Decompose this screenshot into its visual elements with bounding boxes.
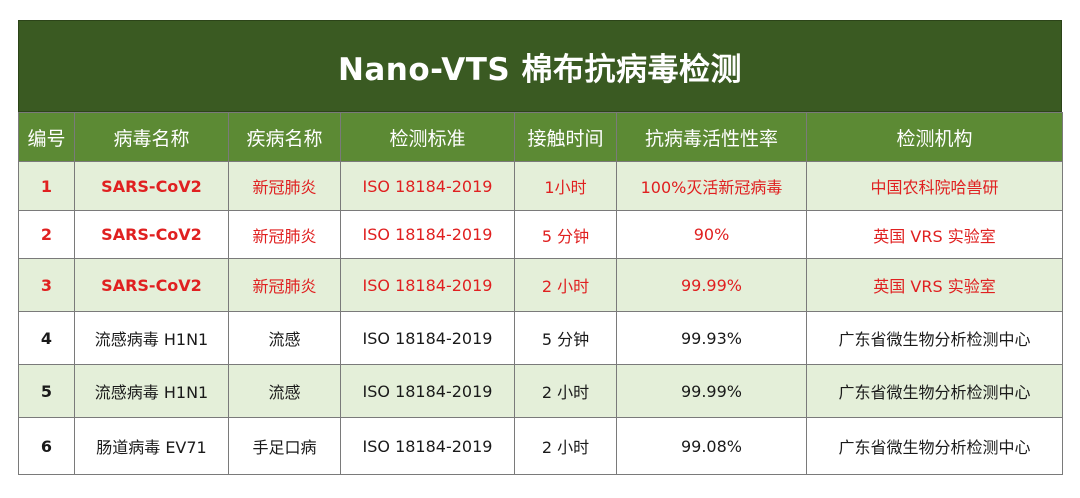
virus-test-table: 编号 病毒名称 疾病名称 检测标准 接触时间 抗病毒活性性率 检测机构 1 SA…: [18, 112, 1063, 475]
cell-id: 2: [18, 210, 75, 259]
cell-lab: 中国农科院哈兽研: [806, 161, 1063, 211]
cell-virus: 流感病毒 H1N1: [74, 364, 229, 418]
cell-virus: SARS-CoV2: [74, 161, 229, 211]
cell-id: 6: [18, 417, 75, 475]
cell-virus: 肠道病毒 EV71: [74, 417, 229, 475]
header-standard: 检测标准: [340, 112, 515, 162]
table-row: 3 SARS-CoV2 新冠肺炎 ISO 18184-2019 2 小时 99.…: [18, 258, 1063, 312]
cell-id: 1: [18, 161, 75, 211]
table-row: 2 SARS-CoV2 新冠肺炎 ISO 18184-2019 5 分钟 90%…: [18, 210, 1063, 259]
cell-time: 2 小时: [514, 258, 617, 312]
cell-lab: 英国 VRS 实验室: [806, 210, 1063, 259]
cell-time: 5 分钟: [514, 311, 617, 365]
header-rate: 抗病毒活性性率: [616, 112, 807, 162]
cell-virus: 流感病毒 H1N1: [74, 311, 229, 365]
cell-standard: ISO 18184-2019: [340, 417, 515, 475]
cell-disease: 新冠肺炎: [228, 161, 341, 211]
cell-disease: 流感: [228, 311, 341, 365]
table-row: 4 流感病毒 H1N1 流感 ISO 18184-2019 5 分钟 99.93…: [18, 311, 1063, 365]
cell-rate: 99.99%: [616, 258, 807, 312]
cell-id: 4: [18, 311, 75, 365]
header-lab: 检测机构: [806, 112, 1063, 162]
cell-virus: SARS-CoV2: [74, 210, 229, 259]
cell-disease: 流感: [228, 364, 341, 418]
header-row: 编号 病毒名称 疾病名称 检测标准 接触时间 抗病毒活性性率 检测机构: [18, 112, 1063, 162]
cell-virus: SARS-CoV2: [74, 258, 229, 312]
cell-standard: ISO 18184-2019: [340, 210, 515, 259]
cell-lab: 英国 VRS 实验室: [806, 258, 1063, 312]
cell-rate: 99.08%: [616, 417, 807, 475]
cell-standard: ISO 18184-2019: [340, 161, 515, 211]
cell-id: 5: [18, 364, 75, 418]
cell-time: 5 分钟: [514, 210, 617, 259]
table-row: 5 流感病毒 H1N1 流感 ISO 18184-2019 2 小时 99.99…: [18, 364, 1063, 418]
cell-time: 1小时: [514, 161, 617, 211]
cell-standard: ISO 18184-2019: [340, 258, 515, 312]
cell-rate: 99.99%: [616, 364, 807, 418]
cell-time: 2 小时: [514, 417, 617, 475]
cell-rate: 99.93%: [616, 311, 807, 365]
cell-disease: 新冠肺炎: [228, 258, 341, 312]
header-id: 编号: [18, 112, 75, 162]
header-virus: 病毒名称: [74, 112, 229, 162]
header-time: 接触时间: [514, 112, 617, 162]
cell-lab: 广东省微生物分析检测中心: [806, 417, 1063, 475]
table-row: 6 肠道病毒 EV71 手足口病 ISO 18184-2019 2 小时 99.…: [18, 417, 1063, 475]
cell-lab: 广东省微生物分析检测中心: [806, 311, 1063, 365]
cell-standard: ISO 18184-2019: [340, 311, 515, 365]
cell-lab: 广东省微生物分析检测中心: [806, 364, 1063, 418]
virus-test-table-container: Nano-VTS 棉布抗病毒检测 编号 病毒名称 疾病名称 检测标准 接触时间 …: [18, 20, 1063, 475]
table-title: Nano-VTS 棉布抗病毒检测: [18, 20, 1062, 112]
cell-rate: 90%: [616, 210, 807, 259]
cell-rate: 100%灭活新冠病毒: [616, 161, 807, 211]
cell-id: 3: [18, 258, 75, 312]
table-row: 1 SARS-CoV2 新冠肺炎 ISO 18184-2019 1小时 100%…: [18, 161, 1063, 211]
cell-standard: ISO 18184-2019: [340, 364, 515, 418]
cell-disease: 新冠肺炎: [228, 210, 341, 259]
cell-disease: 手足口病: [228, 417, 341, 475]
header-disease: 疾病名称: [228, 112, 341, 162]
cell-time: 2 小时: [514, 364, 617, 418]
